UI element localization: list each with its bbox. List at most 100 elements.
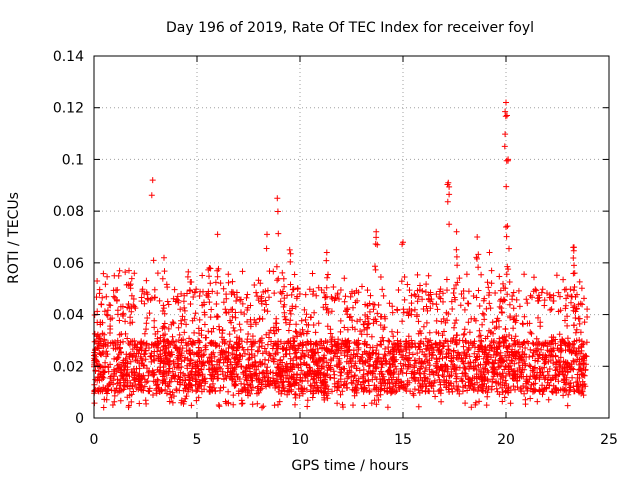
data-point [499,309,505,316]
data-point [283,344,290,351]
data-point [439,355,446,362]
data-point [298,367,305,374]
data-point [187,301,194,307]
data-point [540,340,546,347]
data-point [109,402,116,408]
data-point [222,306,229,313]
data-point [163,390,170,397]
data-point [277,357,284,364]
data-point [154,366,161,373]
data-point [423,319,430,326]
data-point [131,350,138,357]
x-axis-label: GPS time / hours [291,458,408,474]
data-point [448,298,455,305]
data-point [249,401,256,408]
data-point [510,325,517,332]
data-point [315,320,322,327]
data-point [395,287,402,293]
data-point [538,341,545,348]
data-point [124,360,131,367]
data-point [199,302,206,309]
data-point [171,375,178,382]
data-point [414,311,420,318]
data-point [117,369,124,376]
data-point [215,402,222,408]
data-point [492,290,499,296]
data-point [176,331,183,338]
data-point [327,374,334,381]
data-point [400,356,407,363]
data-point [199,272,206,279]
data-point [386,376,393,383]
data-point [145,369,152,376]
x-tick-label: 25 [600,432,618,448]
data-point [253,289,260,296]
data-point [208,328,215,335]
data-point [481,365,488,372]
data-point [345,347,352,354]
data-point [243,377,250,384]
data-point [169,399,176,406]
data-point [439,363,445,370]
data-point [389,309,396,316]
data-point [462,383,469,389]
data-point [164,298,171,305]
data-point [506,245,512,252]
data-point [106,301,113,308]
data-point [293,355,300,361]
data-point [371,397,378,404]
data-point [309,394,316,401]
data-point [365,382,372,389]
y-tick-label: 0.12 [53,101,84,117]
data-point [262,288,269,295]
data-point [526,362,533,369]
data-point [337,317,344,324]
data-point [257,358,264,365]
data-point [220,336,227,343]
data-point [272,350,279,357]
data-point [275,275,282,282]
data-point [301,352,307,359]
data-point [570,287,577,294]
data-point [128,275,135,282]
data-point [227,338,234,345]
data-point [579,301,586,308]
data-point [548,306,555,313]
data-point [351,373,358,380]
data-point [336,296,342,302]
data-point [316,365,322,372]
data-point [371,386,378,393]
data-point [484,279,491,286]
data-point [303,321,310,328]
data-point [506,301,513,308]
data-point [557,362,564,369]
data-point [411,340,418,347]
data-point [207,355,214,362]
data-point [570,304,577,311]
data-point [263,245,270,252]
data-point [368,333,375,340]
data-point [493,385,500,392]
data-point [536,365,543,372]
data-point [232,309,239,316]
data-point [377,341,384,348]
data-point [451,320,458,327]
data-point [304,397,311,404]
data-point [424,307,431,314]
x-tick-label: 0 [90,432,99,448]
data-point [499,370,506,377]
data-point [325,309,332,316]
data-point [103,348,110,355]
data-point [107,326,114,332]
data-point [178,358,185,365]
data-point [164,359,171,366]
data-point [367,344,374,351]
data-point [521,390,528,397]
data-point [415,293,422,300]
data-point [459,377,465,384]
data-point [267,327,274,334]
data-point [323,249,330,256]
data-point [251,370,258,377]
data-point [213,301,220,307]
data-point [390,333,397,340]
